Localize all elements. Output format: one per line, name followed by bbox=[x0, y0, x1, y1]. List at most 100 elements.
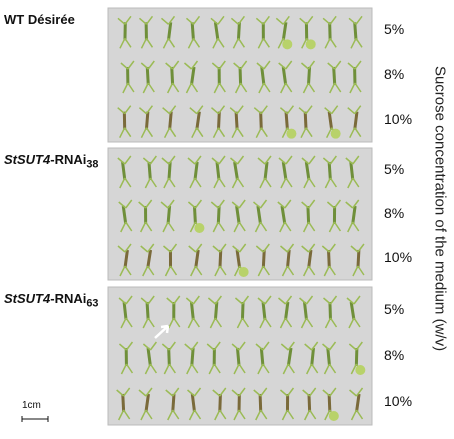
plantlet-leaves bbox=[210, 15, 225, 49]
arrow bbox=[154, 324, 170, 339]
row-label: 5% bbox=[384, 301, 405, 317]
plantlet-leaves bbox=[349, 387, 364, 421]
plantlet-leaves bbox=[230, 15, 246, 49]
plantlet-leaves bbox=[234, 295, 250, 329]
panel-label: StSUT4-RNAi63 bbox=[4, 291, 98, 310]
plantlet-leaves bbox=[278, 155, 293, 189]
plantlet-leaves bbox=[253, 105, 268, 139]
plantlet-leaves bbox=[346, 295, 361, 329]
plantlet-leaves bbox=[304, 341, 319, 375]
plantlet-stem bbox=[234, 111, 239, 130]
plantlet-leaves bbox=[160, 199, 175, 233]
plantlet-leaves bbox=[345, 155, 360, 189]
plantlet-leaves bbox=[348, 15, 363, 49]
plantlet-leaves bbox=[322, 387, 337, 421]
plantlet-leaves bbox=[211, 60, 226, 94]
plantlet-stem bbox=[280, 205, 287, 225]
plantlet-stem bbox=[146, 249, 153, 269]
plantlet-leaves bbox=[140, 60, 155, 94]
plantlet-stem bbox=[233, 161, 239, 181]
plantlet-stem bbox=[284, 111, 289, 130]
plantlet-leaves bbox=[302, 387, 317, 421]
plantlet-leaves bbox=[206, 341, 221, 375]
plantlet-stem bbox=[235, 249, 242, 269]
plantlet-stem bbox=[303, 111, 308, 130]
plantlet-leaves bbox=[231, 387, 246, 421]
scale-label: 1cm bbox=[22, 400, 41, 411]
plantlet-stem bbox=[121, 205, 128, 225]
tuber bbox=[305, 39, 316, 50]
plantlet-stem bbox=[166, 205, 172, 225]
plantlet-leaves bbox=[207, 295, 223, 329]
tuber bbox=[330, 128, 341, 139]
plantlet-leaves bbox=[350, 243, 365, 277]
tuber bbox=[328, 411, 339, 421]
plantlet-leaves bbox=[278, 60, 293, 94]
plantlet-stem bbox=[327, 249, 331, 269]
plantlet-leaves bbox=[138, 199, 153, 233]
scale-ends bbox=[21, 416, 49, 422]
plantlet-leaves bbox=[140, 243, 155, 277]
plantlet-leaves bbox=[165, 387, 180, 421]
plantlet-stem bbox=[261, 249, 266, 269]
plantlet-stem bbox=[355, 393, 361, 413]
plantlet-leaves bbox=[253, 199, 268, 233]
plantlet-stem bbox=[192, 205, 197, 225]
plantlet-leaves bbox=[142, 341, 158, 375]
plantlet-stem bbox=[260, 66, 266, 86]
tuber bbox=[194, 223, 205, 233]
row-label: 8% bbox=[384, 347, 405, 363]
plantlet-stem bbox=[166, 22, 173, 41]
plantlet-leaves bbox=[255, 243, 270, 277]
plantlet-stem bbox=[216, 205, 221, 225]
plantlet-leaves bbox=[323, 295, 338, 329]
plantlet-stem bbox=[213, 301, 219, 321]
plantlet-stem bbox=[189, 301, 195, 321]
plantlet-stem bbox=[259, 347, 265, 367]
plantlet-leaves bbox=[160, 15, 176, 49]
plantlet-leaves bbox=[277, 199, 292, 233]
plantlet-leaves bbox=[257, 295, 272, 329]
plantlet-leaves bbox=[166, 295, 181, 329]
plantlet-leaves bbox=[229, 105, 244, 139]
plantlet-stem bbox=[351, 205, 357, 225]
plantlet-leaves bbox=[120, 60, 135, 94]
plantlet-stem bbox=[216, 111, 221, 130]
plantlet-leaves bbox=[321, 243, 336, 277]
plantlet-stem bbox=[190, 347, 195, 367]
plantlet-stem bbox=[240, 301, 245, 321]
plantlet-leaves bbox=[165, 60, 180, 94]
plantlet-leaves bbox=[210, 105, 226, 139]
plantlet-leaves bbox=[185, 15, 201, 49]
plantlet-leaves bbox=[140, 295, 155, 329]
plantlet-stem bbox=[121, 161, 127, 181]
label-part: StSUT4 bbox=[4, 291, 51, 306]
plantlet-stem bbox=[310, 347, 315, 367]
row-label: 10% bbox=[384, 393, 413, 409]
plantlet-stem bbox=[353, 22, 358, 41]
plantlet-leaves bbox=[212, 243, 227, 277]
plantlet-leaves bbox=[187, 199, 203, 233]
plantlet-leaves bbox=[189, 105, 204, 139]
plantlet-leaves bbox=[118, 295, 133, 329]
panel-label: WT Désirée bbox=[4, 12, 75, 27]
plantlet-leaves bbox=[299, 15, 314, 49]
plantlet-stem bbox=[259, 111, 263, 130]
label-part: 38 bbox=[86, 158, 99, 171]
plantlet-leaves bbox=[162, 105, 177, 139]
plantlet-stem bbox=[281, 22, 288, 41]
plantlet-stem bbox=[145, 301, 150, 321]
plantlet-leaves bbox=[138, 15, 154, 49]
plantlet-stem bbox=[356, 249, 361, 269]
plantlet-stem bbox=[190, 22, 195, 41]
plantlet-stem bbox=[194, 249, 200, 269]
plantlet-leaves bbox=[117, 155, 132, 189]
plantlet-stem bbox=[236, 22, 241, 41]
plantlet-stem bbox=[144, 111, 150, 130]
plantlet-stem bbox=[190, 393, 197, 413]
plantlet-stem bbox=[327, 111, 334, 130]
plantlet-leaves bbox=[188, 243, 203, 277]
plantlet-stem bbox=[121, 393, 126, 413]
plantlet-stem bbox=[306, 66, 312, 86]
